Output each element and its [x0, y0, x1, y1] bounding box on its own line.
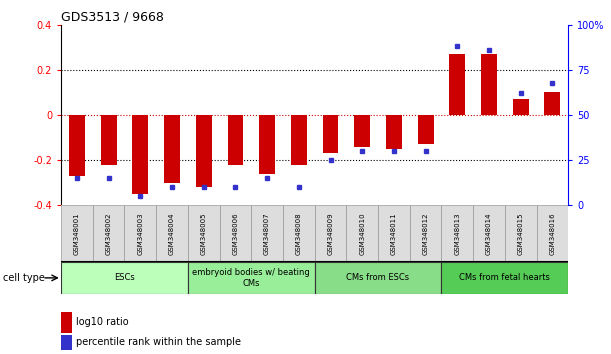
Bar: [473, 205, 505, 262]
Bar: [323, 115, 338, 153]
Text: GSM348008: GSM348008: [296, 212, 302, 255]
Bar: [93, 205, 125, 262]
Text: GSM348002: GSM348002: [106, 212, 112, 255]
Bar: [544, 92, 560, 115]
Bar: [449, 54, 465, 115]
Text: embryoid bodies w/ beating
CMs: embryoid bodies w/ beating CMs: [192, 268, 310, 287]
Bar: [251, 205, 283, 262]
Text: GSM348011: GSM348011: [391, 212, 397, 255]
Text: GDS3513 / 9668: GDS3513 / 9668: [61, 11, 164, 24]
Text: GSM348001: GSM348001: [74, 212, 80, 255]
Text: GSM348005: GSM348005: [201, 212, 207, 255]
Bar: [410, 205, 441, 262]
Bar: [259, 115, 275, 174]
Text: GSM348015: GSM348015: [518, 212, 524, 255]
Bar: [164, 115, 180, 183]
Bar: [354, 115, 370, 147]
Bar: [441, 205, 473, 262]
Bar: [536, 205, 568, 262]
Text: GSM348014: GSM348014: [486, 212, 492, 255]
Bar: [513, 99, 529, 115]
Text: CMs from ESCs: CMs from ESCs: [346, 273, 409, 282]
Bar: [418, 115, 434, 144]
Bar: [188, 262, 315, 294]
Bar: [227, 115, 243, 165]
Bar: [101, 115, 117, 165]
Text: GSM348016: GSM348016: [549, 212, 555, 255]
Text: GSM348013: GSM348013: [455, 212, 460, 255]
Bar: [315, 205, 346, 262]
Text: GSM348003: GSM348003: [137, 212, 144, 255]
Bar: [61, 262, 188, 294]
Bar: [291, 115, 307, 165]
Text: GSM348006: GSM348006: [232, 212, 238, 255]
Text: cell type: cell type: [3, 273, 45, 283]
Text: CMs from fetal hearts: CMs from fetal hearts: [459, 273, 551, 282]
Text: GSM348012: GSM348012: [423, 212, 428, 255]
Bar: [441, 262, 568, 294]
Bar: [386, 115, 402, 149]
Bar: [188, 205, 219, 262]
Text: GSM348007: GSM348007: [264, 212, 270, 255]
Bar: [156, 205, 188, 262]
Bar: [125, 205, 156, 262]
Bar: [315, 262, 441, 294]
Text: GSM348004: GSM348004: [169, 212, 175, 255]
Bar: [481, 54, 497, 115]
Bar: [283, 205, 315, 262]
Bar: [61, 205, 93, 262]
Bar: [196, 115, 211, 187]
Text: percentile rank within the sample: percentile rank within the sample: [76, 337, 241, 347]
Bar: [378, 205, 410, 262]
Text: GSM348010: GSM348010: [359, 212, 365, 255]
Bar: [133, 115, 148, 194]
Bar: [219, 205, 251, 262]
Bar: [346, 205, 378, 262]
Text: log10 ratio: log10 ratio: [76, 317, 129, 327]
Bar: [505, 205, 536, 262]
Bar: [69, 115, 85, 176]
Text: ESCs: ESCs: [114, 273, 135, 282]
Text: GSM348009: GSM348009: [327, 212, 334, 255]
